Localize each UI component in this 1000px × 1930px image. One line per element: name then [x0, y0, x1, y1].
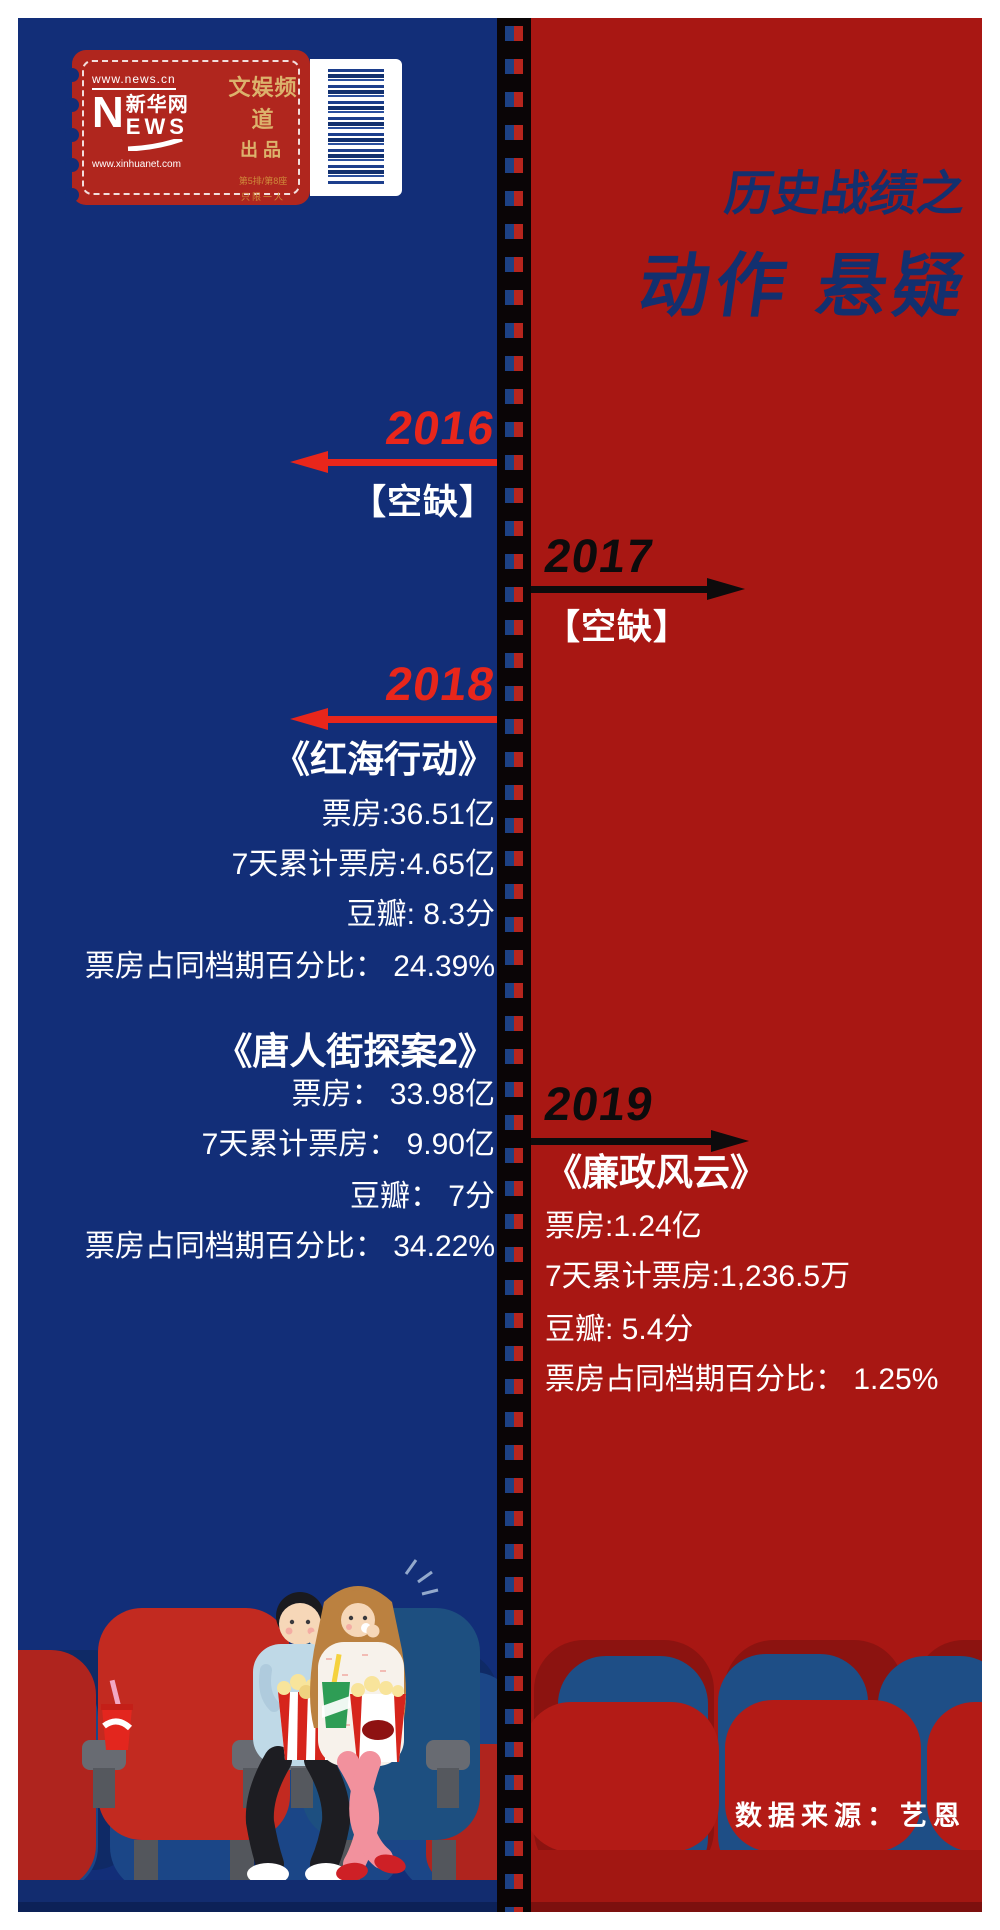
movie-stat-line: 票房占同档期百分比： 24.39% — [84, 950, 495, 983]
channel-name: 文娱频道 — [228, 75, 298, 132]
right-floor-edge — [514, 1902, 982, 1912]
arrow-tip — [290, 451, 328, 473]
ticket-perforation — [65, 188, 79, 202]
arrow-bar — [531, 586, 719, 593]
left-partial-seat — [18, 1650, 96, 1890]
arrow-2017 — [531, 578, 745, 600]
movie-title-lianzhengfengyun: 《廉政风云》 — [545, 1152, 767, 1193]
movie-stat-line: 豆瓣: 8.3分 — [346, 898, 495, 931]
arrow-2019 — [531, 1130, 749, 1152]
movie-stat-line: 票房： 33.98亿 — [291, 1078, 495, 1111]
movie-title-honghaixingdong: 《红海行动》 — [273, 739, 495, 780]
produced-by-label: 出品 — [240, 140, 286, 160]
arrow-tip — [290, 708, 328, 730]
green-drink-cup — [322, 1653, 350, 1728]
film-strip-divider — [497, 18, 531, 1912]
arrow-tip — [711, 1130, 749, 1152]
arrow-2016 — [290, 451, 497, 473]
barcode — [328, 69, 384, 186]
logo-brand-latin: EWS — [125, 114, 188, 139]
infographic-poster: www.news.cn N 新华网 EWS www.xinhuanet.com … — [18, 18, 982, 1912]
xinhuanet-logo: N 新华网 EWS — [92, 88, 220, 156]
xinhua-ticket-logo: www.news.cn N 新华网 EWS www.xinhuanet.com … — [65, 50, 402, 205]
logo-n-letter: N — [92, 88, 124, 137]
film-strip-holes-right — [514, 26, 523, 1912]
news-url-top: www.news.cn — [92, 72, 176, 90]
ticket-seat-info: 第5排/第8座 — [238, 176, 288, 186]
ticket-dashed-border — [82, 60, 300, 195]
arrow-2018 — [290, 708, 497, 730]
ticket-perforation — [65, 98, 79, 112]
vacant-2016: 【空缺】 — [350, 483, 495, 522]
movie-stat-line: 7天累计票房:4.65亿 — [231, 848, 495, 881]
sparkle-lines — [404, 1559, 439, 1596]
ticket-perforation — [65, 158, 79, 172]
man-seat — [98, 1608, 290, 1840]
right-floor — [514, 1850, 982, 1912]
movie-title-tangrenjietanan2: 《唐人街探案2》 — [215, 1031, 495, 1072]
movie-stat-line: 7天累计票房:1,236.5万 — [545, 1260, 851, 1293]
ticket-admit-info: 只限一人 — [240, 192, 285, 202]
movie-stat-line: 7天累计票房： 9.90亿 — [201, 1128, 495, 1161]
data-source-credit: 数据来源：艺恩 — [735, 1801, 966, 1831]
movie-stat-line: 票房占同档期百分比： 1.25% — [545, 1363, 939, 1396]
year-label-2016: 2016 — [382, 401, 499, 454]
right-front-seat-row — [523, 1700, 982, 1852]
ticket-perforation — [65, 68, 79, 82]
movie-stat-line: 票房占同档期百分比： 34.22% — [84, 1230, 495, 1263]
ticket-stub — [310, 59, 402, 196]
left-floor-edge — [18, 1902, 514, 1912]
arrow-tip — [707, 578, 745, 600]
woman-figure — [310, 1559, 439, 1882]
poster-title-line1: 历史战绩之 — [721, 168, 969, 221]
movie-stat-line: 豆瓣： 7分 — [349, 1180, 495, 1213]
year-label-2017: 2017 — [541, 529, 658, 582]
poster-title-line2: 动作 悬疑 — [634, 247, 975, 325]
woman-popcorn-bucket — [350, 1676, 406, 1762]
cinema-scene-illustration — [18, 1559, 982, 1912]
arrow-bar — [531, 1138, 723, 1145]
year-label-2018: 2018 — [382, 657, 499, 710]
movie-stat-line: 票房:1.24亿 — [545, 1210, 702, 1243]
film-strip-holes-left — [505, 26, 514, 1912]
cola-cup — [101, 1679, 133, 1750]
vacant-2017: 【空缺】 — [545, 608, 690, 647]
logo-brand-chinese: 新华网 — [125, 94, 189, 116]
ticket-perforation — [65, 128, 79, 142]
logo-swoosh — [127, 136, 183, 152]
year-label-2019: 2019 — [541, 1077, 658, 1130]
red-background-half — [514, 18, 982, 1912]
arrow-bar — [316, 459, 497, 466]
ticket-body: www.news.cn N 新华网 EWS www.xinhuanet.com … — [65, 50, 310, 205]
movie-stat-line: 票房:36.51亿 — [321, 798, 495, 831]
movie-stat-line: 豆瓣: 5.4分 — [545, 1313, 694, 1346]
arrow-bar — [316, 716, 497, 723]
xinhuanet-url: www.xinhuanet.com — [92, 159, 181, 170]
